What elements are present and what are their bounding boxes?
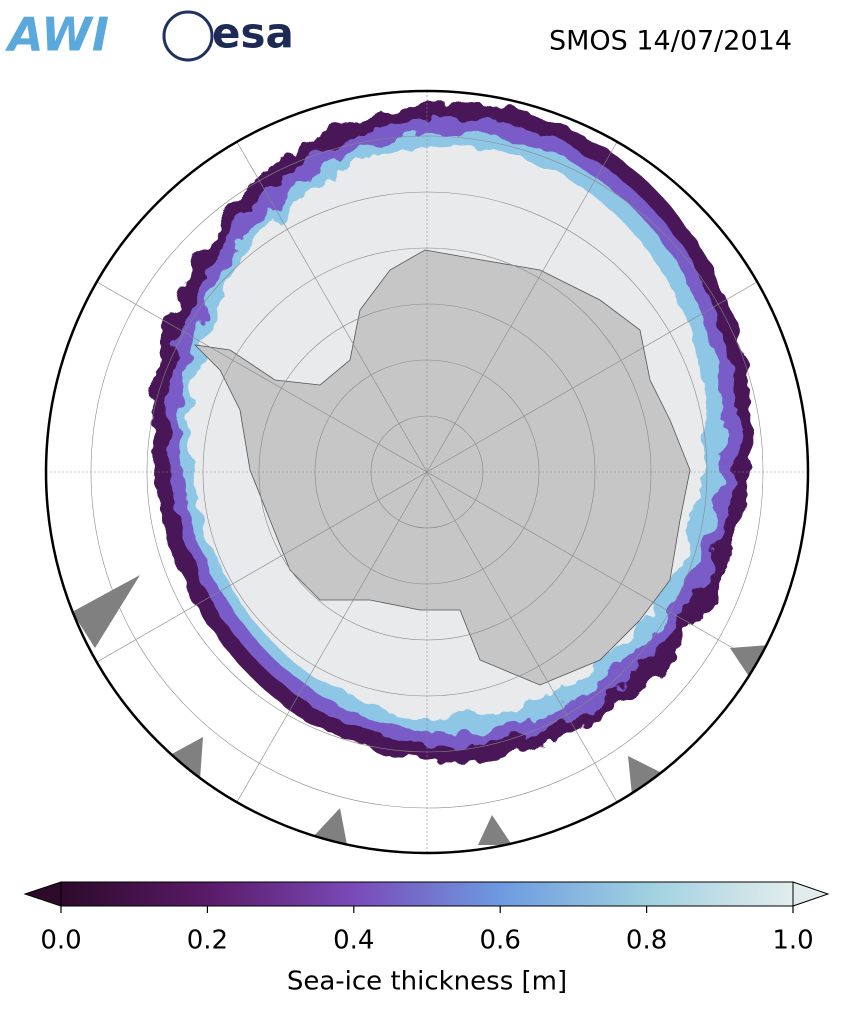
colorbar: 0.0 0.2 0.4 0.6 0.8 1.0	[23, 881, 830, 956]
map	[46, 91, 808, 853]
tick-label: 0.2	[187, 926, 228, 956]
extend-low	[23, 881, 62, 907]
tick-label: 0.0	[40, 926, 81, 956]
tick-label: 0.8	[626, 926, 667, 956]
esa-emblem	[162, 10, 214, 62]
extend-high	[792, 881, 830, 907]
map-title: SMOS 14/07/2014	[549, 26, 792, 57]
colorbar-label: Sea-ice thickness [m]	[287, 967, 567, 997]
tick-label: 0.4	[333, 926, 374, 956]
logo-esa: esa	[212, 9, 294, 58]
colorbar-gradient	[60, 881, 794, 907]
tick-label: 0.6	[480, 926, 521, 956]
logo-awi: AWI	[5, 8, 109, 62]
tick-label: 1.0	[772, 926, 813, 956]
continent	[193, 249, 691, 686]
graticule	[46, 91, 808, 853]
map-border	[44, 89, 810, 855]
